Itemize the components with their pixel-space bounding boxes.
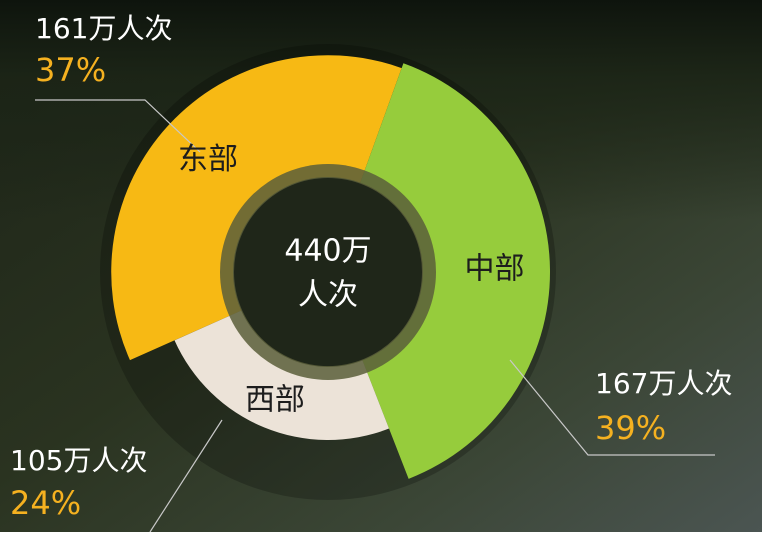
slice — [360, 63, 550, 479]
value-label: 161万人次 — [35, 12, 172, 45]
center-text: 440万 — [284, 234, 371, 269]
leader-line — [149, 419, 223, 533]
percentage-label: 37% — [35, 51, 106, 89]
slice-label: 西部 — [245, 383, 305, 418]
slice — [174, 310, 390, 440]
percentage-label: 39% — [595, 409, 666, 447]
slice-label: 东部 — [178, 142, 238, 177]
value-label: 167万人次 — [595, 367, 732, 400]
percentage-label: 24% — [10, 484, 81, 522]
leader-line — [35, 99, 201, 153]
center-text: 人次 — [298, 278, 358, 313]
value-label: 105万人次 — [10, 444, 147, 477]
center-hole — [234, 178, 422, 366]
slice-label: 中部 — [464, 251, 524, 286]
leader-line — [509, 359, 715, 456]
